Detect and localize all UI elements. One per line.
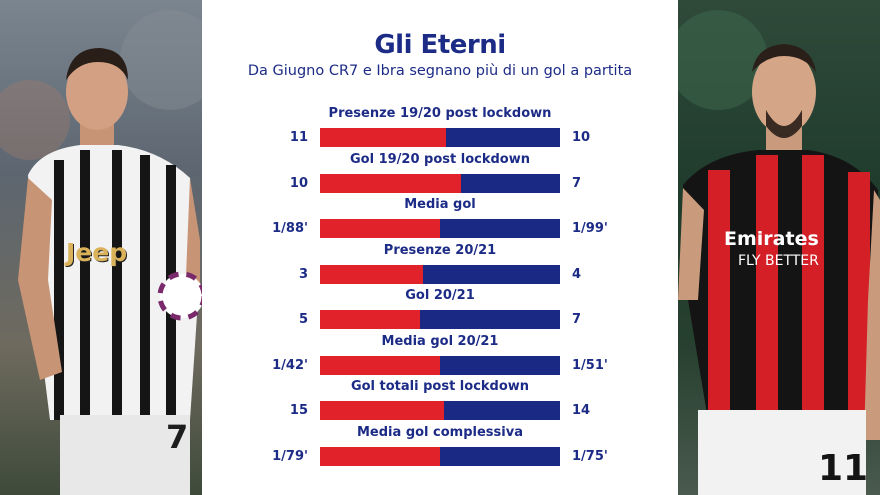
stat-value-right: 10 — [572, 130, 591, 145]
left-player-illustration — [0, 10, 202, 495]
stat-label: Presenze 20/21 — [383, 242, 497, 258]
right-jersey-number: 11 — [818, 448, 869, 489]
stat-bar-left-segment — [320, 310, 420, 329]
right-jersey-sponsor-sub: FLY BETTER — [738, 253, 819, 269]
stat-label: Media gol complessiva — [357, 424, 523, 440]
stat-label: Media gol — [404, 197, 476, 212]
stat-bar-right-segment — [446, 128, 560, 147]
stat-label: Gol 19/20 post lockdown — [350, 151, 530, 167]
left-player-photo: Jeep 7 — [0, 0, 202, 495]
stat-value-right: 1/51' — [572, 357, 608, 373]
stat-bar-left-segment — [320, 446, 440, 466]
stat-bar — [320, 355, 560, 375]
stat-row: Gol totali post lockdown 15 14 — [202, 379, 678, 423]
stat-value-left: 5 — [298, 312, 308, 327]
stat-bar-left-segment — [320, 128, 446, 147]
stat-value-right: 4 — [572, 266, 582, 282]
right-jersey-sponsor: Emirates — [724, 228, 819, 250]
stat-value-right: 1/99' — [572, 221, 608, 236]
stat-value-left: 10 — [289, 175, 308, 191]
stat-label: Gol totali post lockdown — [350, 379, 530, 394]
stat-row: Presenze 19/20 post lockdown 11 10 — [202, 106, 678, 150]
stat-value-left: 1/79' — [272, 448, 308, 464]
page-title: Gli Eterni — [374, 30, 506, 60]
stat-bar-left-segment — [320, 264, 423, 284]
stat-row: Gol 19/20 post lockdown 10 7 — [202, 152, 678, 196]
stat-row: Presenze 20/21 3 4 — [202, 243, 678, 287]
stat-row: Gol 20/21 5 7 — [202, 288, 678, 332]
right-player-illustration — [678, 10, 880, 495]
stat-label: Presenze 19/20 post lockdown — [328, 106, 552, 121]
left-jersey-sponsor: Jeep — [66, 238, 128, 267]
stat-bar — [320, 128, 560, 147]
stat-value-left: 3 — [298, 266, 308, 282]
stat-bar — [320, 446, 560, 466]
stat-label: Media gol 20/21 — [381, 333, 499, 349]
stat-bar — [320, 310, 560, 329]
stat-bar-left-segment — [320, 355, 440, 375]
stat-row: Media gol complessiva 1/79' 1/75' — [202, 425, 678, 469]
stat-bar-right-segment — [444, 401, 560, 420]
stat-value-left: 15 — [289, 403, 308, 418]
stat-bar-right-segment — [440, 446, 560, 466]
stat-row: Media gol 1/88' 1/99' — [202, 197, 678, 241]
stat-bar-right-segment — [440, 355, 560, 375]
page-subtitle: Da Giugno CR7 e Ibra segnano più di un g… — [247, 63, 633, 79]
stat-value-right: 7 — [572, 312, 582, 327]
stat-value-right: 1/75' — [572, 448, 608, 464]
stat-bar — [320, 401, 560, 420]
stats-panel: Gli Eterni Da Giugno CR7 e Ibra segnano … — [202, 0, 678, 495]
right-player-photo: Emirates FLY BETTER 11 — [678, 0, 880, 495]
stat-bar-right-segment — [461, 173, 560, 193]
stat-bar — [320, 264, 560, 284]
stat-value-left: 11 — [289, 130, 308, 145]
stat-row: Media gol 20/21 1/42' 1/51' — [202, 334, 678, 378]
stat-bar-left-segment — [320, 173, 461, 193]
stat-label: Gol 20/21 — [405, 288, 475, 303]
left-jersey-number: 7 — [166, 418, 189, 456]
stat-bar-right-segment — [423, 264, 560, 284]
stat-value-right: 7 — [572, 175, 582, 191]
stat-bar — [320, 173, 560, 193]
stat-bar-right-segment — [440, 219, 560, 238]
stat-bar-right-segment — [420, 310, 560, 329]
stat-bar-left-segment — [320, 401, 444, 420]
stat-value-left: 1/42' — [272, 357, 308, 373]
stat-value-right: 14 — [572, 403, 591, 418]
stat-value-left: 1/88' — [272, 221, 308, 236]
stat-bar — [320, 219, 560, 238]
stat-bar-left-segment — [320, 219, 440, 238]
